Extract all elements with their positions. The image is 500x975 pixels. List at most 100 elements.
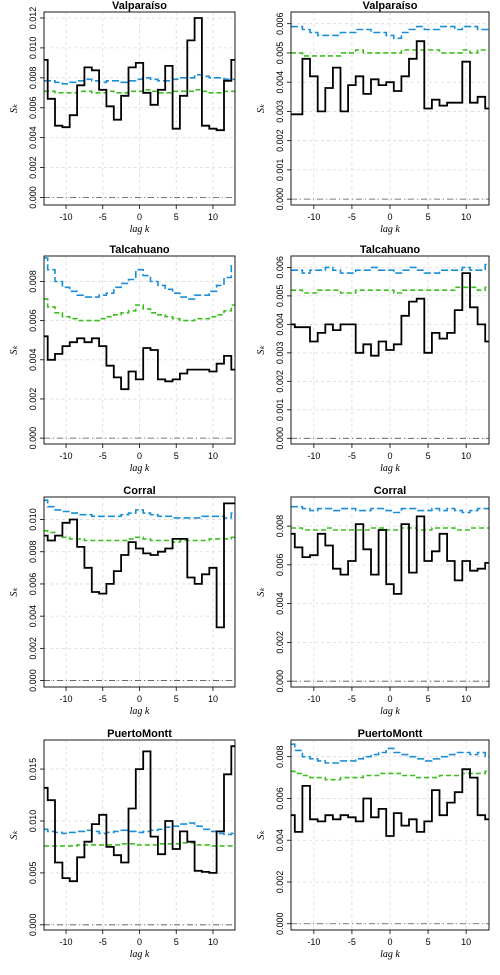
- y-axis-label: Sₖ: [9, 587, 20, 597]
- chart-panel-5: -10 -5 0 5 10 0.000 0.002 0.004 0.006 0.008 0.010 C…: [9, 485, 236, 717]
- y-tick-label: 0.002: [275, 129, 285, 152]
- y-tick-label: 0.000: [275, 188, 285, 211]
- x-tick-label: 10: [208, 694, 218, 704]
- chart-title: Talcahuano: [109, 244, 170, 256]
- series-line-estimate: [44, 335, 235, 391]
- chart-title: PuertoMontt: [107, 728, 172, 740]
- y-tick-label: 0.004: [275, 829, 285, 852]
- x-tick-label: -5: [99, 937, 107, 947]
- chart-title: Valparaíso: [112, 0, 167, 12]
- y-tick-label: 0.002: [28, 637, 38, 660]
- series-line-estimate: [291, 40, 489, 116]
- y-tick-label: 0.000: [275, 912, 285, 935]
- chart-panel-7: -10 -5 0 5 10 0.000 0.005 0.010 0.015 PuertoMontt…: [9, 728, 236, 960]
- y-tick-label: 0.002: [275, 370, 285, 393]
- x-tick-label: 0: [387, 451, 392, 461]
- plot-frame: [290, 496, 490, 688]
- y-tick-label: 0.002: [28, 388, 38, 411]
- x-tick-label: 0: [137, 694, 142, 704]
- series-line-upper-band: [44, 257, 235, 300]
- y-tick-label: 0.000: [28, 669, 38, 692]
- y-tick-label: 0.006: [28, 309, 38, 332]
- x-axis-label: lag k: [130, 949, 150, 960]
- y-axis-label: Sₖ: [9, 103, 20, 113]
- y-tick-label: 0.003: [275, 342, 285, 365]
- y-tick-label: 0.001: [275, 159, 285, 182]
- y-tick-label: 0.006: [28, 96, 38, 119]
- y-tick-label: 0.004: [275, 592, 285, 615]
- chart-panel-2: -10 -5 0 5 10 0.000 0.001 0.002 0.003 0.004 0.005 0…: [256, 0, 490, 235]
- x-tick-label: -10: [307, 694, 320, 704]
- x-tick-label: -10: [60, 937, 73, 947]
- series-line-estimate: [291, 768, 489, 837]
- x-tick-label: -10: [307, 937, 320, 947]
- x-tick-label: -10: [60, 451, 73, 461]
- y-tick-label: 0.012: [28, 7, 38, 30]
- x-tick-label: -5: [99, 451, 107, 461]
- y-tick-label: 0.000: [28, 914, 38, 937]
- series-line-upper-band: [44, 499, 235, 519]
- y-tick-label: 0.000: [28, 186, 38, 209]
- y-tick-label: 0.002: [275, 871, 285, 894]
- y-tick-label: 0.004: [28, 605, 38, 628]
- series-line-upper-band: [291, 25, 489, 40]
- x-tick-label: -10: [60, 694, 73, 704]
- x-tick-label: -5: [348, 212, 356, 222]
- series-line-lower-band: [291, 527, 489, 531]
- x-tick-label: -10: [60, 212, 73, 222]
- y-axis-label: Sₖ: [256, 830, 267, 840]
- y-tick-label: 0.010: [28, 508, 38, 531]
- series-line-lower-band: [291, 770, 489, 781]
- series-line-estimate: [44, 745, 235, 883]
- series-line-upper-band: [44, 822, 235, 836]
- x-tick-label: 5: [426, 451, 431, 461]
- y-tick-label: 0.004: [275, 313, 285, 336]
- y-tick-label: 0.005: [28, 862, 38, 885]
- y-tick-label: 0.003: [275, 100, 285, 123]
- x-tick-label: -5: [99, 694, 107, 704]
- y-tick-label: 0.008: [275, 515, 285, 538]
- x-axis-label: lag k: [380, 949, 400, 960]
- x-tick-label: 10: [208, 212, 218, 222]
- y-tick-label: 0.006: [28, 573, 38, 596]
- series-line-upper-band: [44, 74, 235, 85]
- y-tick-label: 0.008: [28, 67, 38, 90]
- x-tick-label: 0: [137, 212, 142, 222]
- x-tick-label: -5: [348, 451, 356, 461]
- y-axis-label: Sₖ: [256, 587, 267, 597]
- chart-panel-4: -10 -5 0 5 10 0.000 0.001 0.002 0.003 0.004 0.005 0…: [256, 244, 490, 474]
- x-tick-label: -5: [348, 937, 356, 947]
- series-line-lower-band: [44, 530, 235, 543]
- y-tick-label: 0.006: [275, 256, 285, 279]
- y-tick-label: 0.006: [275, 787, 285, 810]
- x-tick-label: 5: [426, 212, 431, 222]
- x-axis-label: lag k: [380, 463, 400, 474]
- y-axis-label: Sₖ: [256, 345, 267, 355]
- series-line-estimate: [291, 515, 489, 595]
- x-tick-label: 0: [387, 694, 392, 704]
- y-tick-label: 0.004: [275, 71, 285, 94]
- x-tick-label: 5: [174, 937, 179, 947]
- y-tick-label: 0.008: [28, 270, 38, 293]
- series-line-lower-band: [44, 298, 235, 322]
- y-tick-label: 0.000: [28, 427, 38, 450]
- plot-frame: [290, 739, 490, 931]
- x-tick-label: 10: [208, 937, 218, 947]
- chart-panel-1: -10 -5 0 5 10 0.000 0.002 0.004 0.006 0.008 0.010 0…: [9, 0, 236, 235]
- chart-panel-6: -10 -5 0 5 10 0.000 0.002 0.004 0.006 0.008 Corral…: [256, 485, 490, 717]
- x-axis-label: lag k: [380, 706, 400, 717]
- y-axis-label: Sₖ: [9, 830, 20, 840]
- x-tick-label: 10: [461, 694, 471, 704]
- series-line-upper-band: [291, 505, 489, 514]
- x-tick-label: 5: [174, 694, 179, 704]
- x-axis-label: lag k: [130, 224, 150, 235]
- x-tick-label: 10: [461, 451, 471, 461]
- x-tick-label: -5: [348, 694, 356, 704]
- x-axis-label: lag k: [380, 224, 400, 235]
- y-tick-label: 0.005: [275, 285, 285, 308]
- y-axis-label: Sₖ: [9, 345, 20, 355]
- x-tick-label: -10: [307, 212, 320, 222]
- x-tick-label: 0: [137, 451, 142, 461]
- x-tick-label: -5: [99, 212, 107, 222]
